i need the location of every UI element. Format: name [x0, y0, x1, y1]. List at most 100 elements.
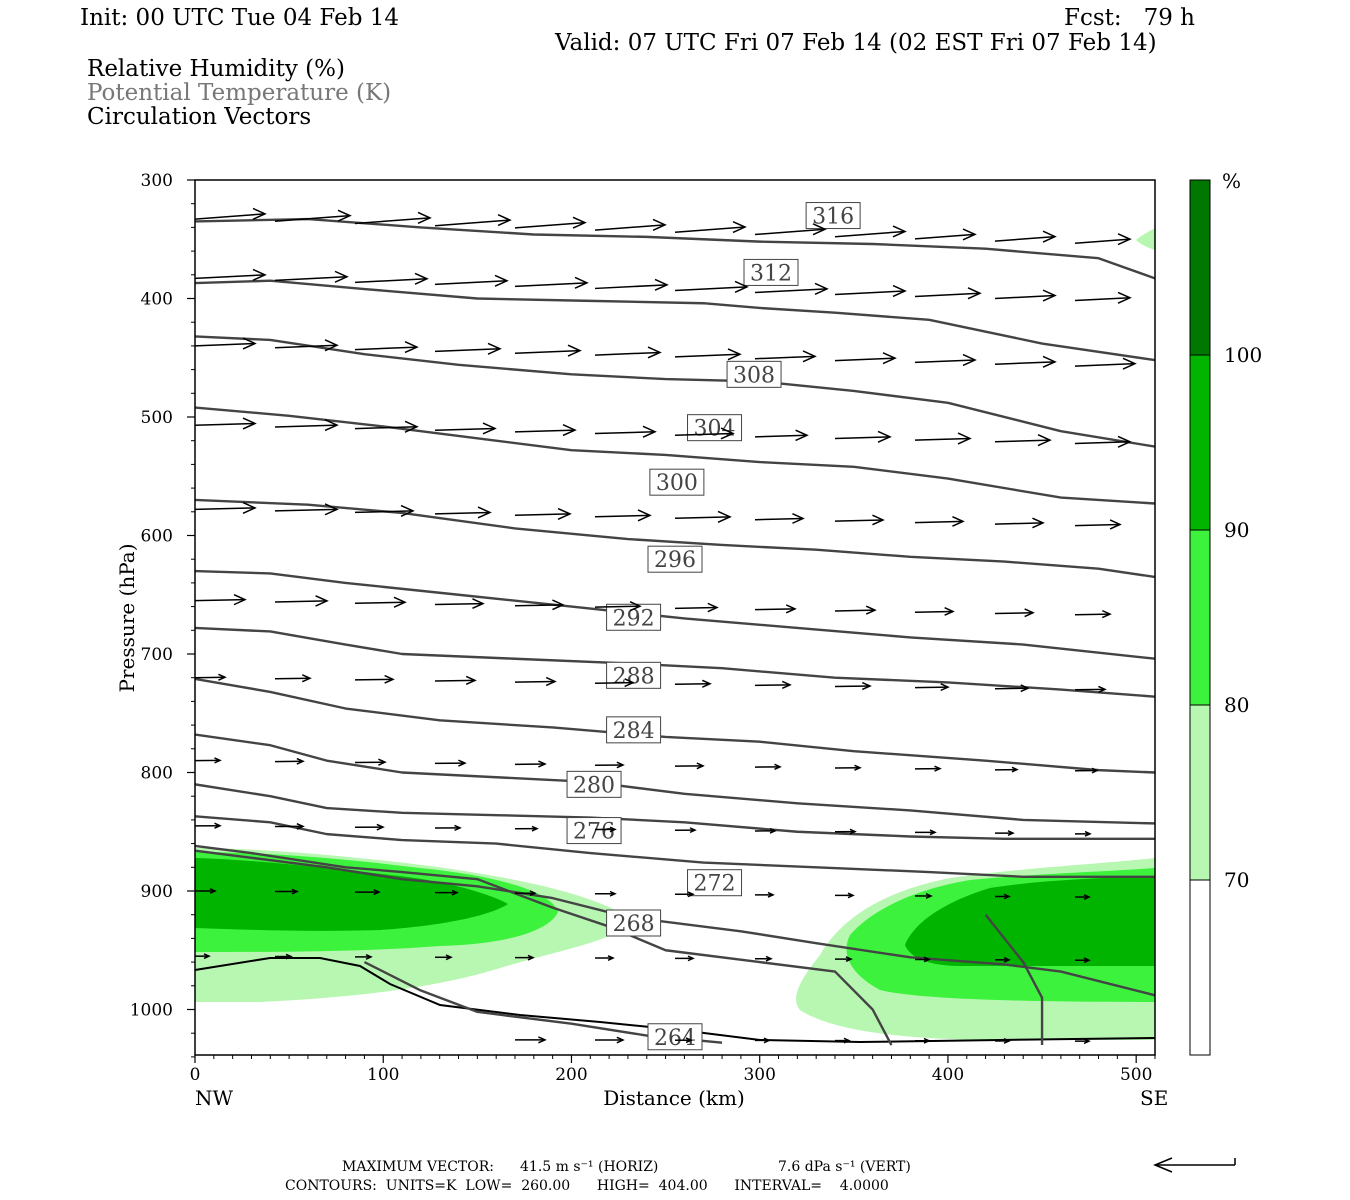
circulation-vector [354, 272, 429, 285]
y-tick-label: 900 [141, 882, 173, 902]
theta-contour-unlabeled [984, 913, 1044, 1046]
colorbar-band-70 [1189, 704, 1211, 881]
theta-label-box [647, 1023, 703, 1051]
theta-label-text: 272 [694, 872, 736, 897]
circulation-vector [514, 507, 572, 521]
circulation-vector [674, 220, 747, 234]
circulation-vector [274, 757, 305, 765]
x-tick-label: 300 [743, 1065, 775, 1085]
circulation-vector [355, 953, 373, 960]
circulation-vector [1074, 435, 1132, 448]
circulation-vector [594, 346, 662, 359]
circulation-vector [354, 758, 387, 766]
circulation-vector [354, 211, 432, 225]
terrain-outline [194, 957, 1156, 1044]
circulation-vector [594, 826, 617, 833]
valid-time: Valid: 07 UTC Fri 07 Feb 14 (02 EST Fri … [555, 30, 1157, 56]
circulation-vector [195, 822, 222, 829]
circulation-vector [434, 824, 462, 832]
theta-label-text: 264 [654, 1026, 696, 1051]
circulation-vector [195, 417, 257, 430]
colorbar-label-70: 70 [1224, 868, 1249, 892]
circulation-vector [594, 278, 669, 291]
theta-label-box [649, 468, 705, 496]
circulation-vector [354, 504, 415, 517]
circulation-vector [674, 827, 697, 834]
theta-contour-300 [195, 498, 1155, 579]
circulation-vector [435, 954, 453, 961]
circulation-vector [914, 228, 977, 241]
reference-vector-arrow [1153, 1157, 1236, 1173]
theta-label-text: 312 [750, 261, 792, 286]
y-tick-label: 1000 [130, 1001, 173, 1021]
circulation-vector [275, 888, 299, 895]
circulation-vector [434, 422, 497, 435]
circulation-vector [1074, 830, 1092, 837]
circulation-vector [674, 427, 735, 440]
circulation-vector [835, 892, 855, 899]
circulation-vector [994, 766, 1019, 773]
circulation-vector [274, 503, 339, 516]
rh-90-region-left [195, 858, 508, 931]
circulation-vector [434, 213, 512, 227]
theta-label-box [606, 909, 662, 937]
circulation-vector [1075, 957, 1091, 964]
x-end-label-left: NW [195, 1086, 234, 1110]
circulation-vector [834, 430, 892, 443]
circulation-vector [754, 282, 829, 295]
theta-contour-308 [195, 335, 1155, 448]
theta-label-312: 312 [743, 258, 799, 286]
legend-vectors: Circulation Vectors [87, 104, 312, 130]
theta-label-box [606, 661, 662, 689]
theta-label-text: 316 [812, 205, 854, 230]
circulation-vector [274, 339, 339, 352]
theta-label-300: 300 [649, 468, 705, 496]
circulation-vector [914, 515, 965, 527]
colorbar-unit: % [1222, 169, 1241, 193]
x-tick-label: 500 [1120, 1065, 1152, 1085]
x-tick-label: 400 [932, 1065, 964, 1085]
circulation-vector [434, 506, 492, 519]
theta-contour-268 [195, 844, 893, 1046]
theta-label-296: 296 [647, 545, 703, 573]
theta-label-text: 288 [613, 664, 655, 689]
theta-label-280: 280 [566, 770, 622, 798]
circulation-vector [915, 893, 933, 899]
rh-70-region-top-right [1136, 228, 1155, 250]
circulation-vector [675, 955, 695, 962]
theta-label-box [743, 258, 799, 286]
circulation-vector [755, 1037, 771, 1044]
circulation-vector [594, 509, 652, 522]
circulation-vector [914, 607, 955, 616]
circulation-vector [835, 956, 853, 963]
theta-label-304: 304 [687, 414, 743, 442]
circulation-vector [354, 420, 419, 433]
legend-rh: Relative Humidity (%) [87, 56, 345, 82]
theta-label-box [687, 414, 743, 442]
circulation-vector [674, 280, 749, 293]
relative-humidity-shading [195, 228, 1155, 1040]
y-tick-label: 500 [141, 408, 173, 428]
theta-contour-276 [195, 815, 1155, 878]
theta-label-box [606, 716, 662, 744]
circulation-vector [274, 674, 312, 683]
circulation-vector [994, 684, 1030, 693]
circulation-vector [355, 889, 381, 896]
circulation-vector [595, 1036, 625, 1044]
theta-contour-304 [195, 406, 1155, 505]
circulation-vector [754, 680, 792, 690]
circulation-vector [514, 216, 587, 229]
theta-label-text: 308 [733, 363, 775, 388]
circulation-vector [835, 1037, 851, 1044]
circulation-vector [1074, 233, 1132, 246]
theta-label-text: 280 [573, 773, 615, 798]
circulation-vector [195, 268, 267, 281]
x-end-label-right: SE [1140, 1086, 1168, 1110]
theta-label-text: 296 [654, 548, 696, 573]
theta-label-box [647, 545, 703, 573]
colorbar-band-80 [1189, 529, 1211, 706]
theta-contour-296 [195, 569, 1155, 660]
theta-label-264: 264 [647, 1023, 703, 1051]
circulation-vector [674, 348, 742, 361]
